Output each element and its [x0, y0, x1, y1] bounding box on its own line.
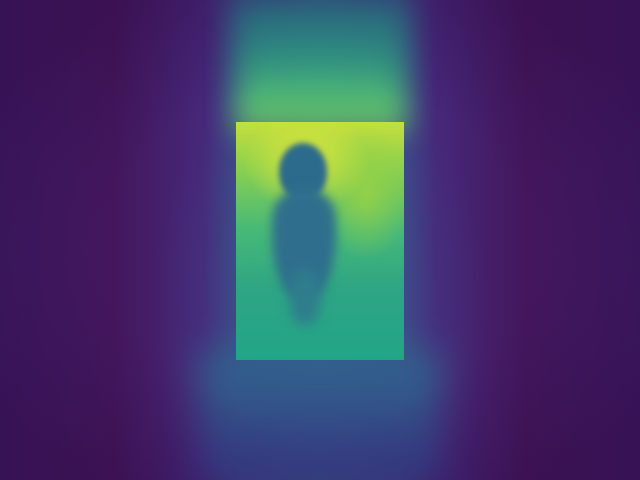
- top-light-beam: [236, 0, 406, 130]
- lower-light-beam: [200, 350, 440, 480]
- silhouette-legs: [290, 270, 320, 325]
